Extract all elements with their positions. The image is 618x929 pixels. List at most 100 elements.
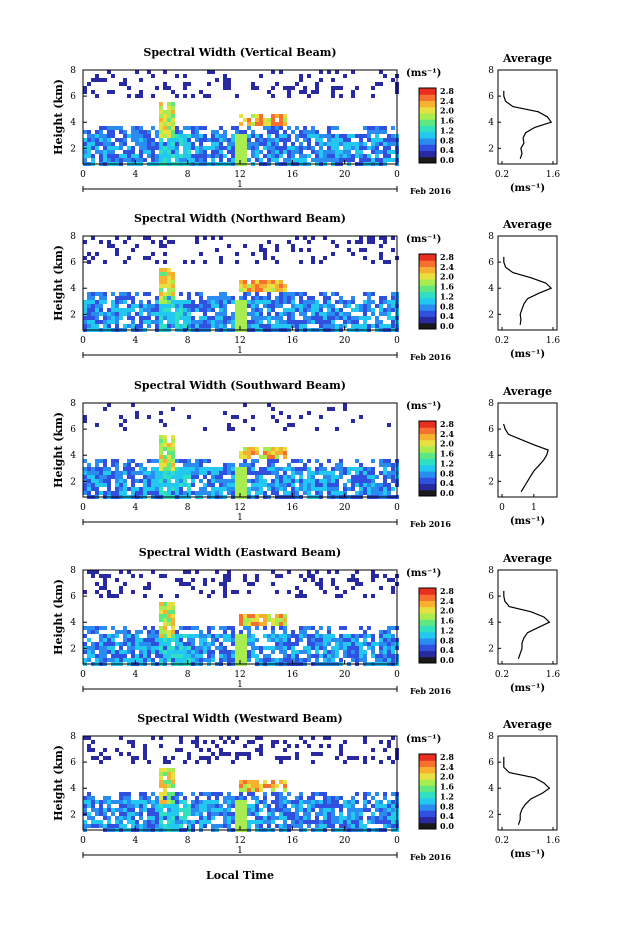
heatmap-cell [307,248,311,252]
heatmap-cell [167,280,171,284]
heatmap-cell [351,90,355,94]
heatmap-cell [255,578,259,582]
heatmap-cell [143,824,147,828]
heatmap-cell [283,740,287,744]
heatmap-cell [259,122,263,126]
heatmap-cell [371,126,375,130]
heatmap-cell [115,248,119,252]
heatmap-cell [87,800,91,804]
heatmap-cell [387,744,391,748]
heatmap-cell [87,491,91,495]
heatmap-cell [227,320,231,324]
heatmap-cell [107,808,111,812]
heatmap-cell [191,578,195,582]
heatmap-cell [199,646,203,650]
heatmap-cell [363,594,367,598]
heatmap-cell [187,142,191,146]
heatmap-cell [315,804,319,808]
heatmap-cell [319,146,323,150]
heatmap-cell [291,158,295,162]
heatmap-cell [287,638,291,642]
heatmap-cell [247,324,251,328]
heatmap-cell [255,447,259,451]
heatmap-cell [359,642,363,646]
heatmap-cell [351,252,355,256]
heatmap-cell [275,142,279,146]
heatmap-cell [167,602,171,606]
heatmap-cell [119,642,123,646]
heatmap-cell [355,459,359,463]
heatmap-cell [119,296,123,300]
heatmap-cell [279,300,283,304]
heatmap-cell [91,483,95,487]
heatmap-cell [291,308,295,312]
heatmap-cell [355,792,359,796]
heatmap-cell [167,276,171,280]
heatmap-cell [235,94,239,98]
heatmap-cell [207,654,211,658]
heatmap-cell [187,646,191,650]
heatmap-cell [95,74,99,78]
heatmap-cell [171,618,175,622]
heatmap-cell [355,658,359,662]
heatmap-cell [283,447,287,451]
heatmap-cell [347,650,351,654]
heatmap-cell [347,808,351,812]
heatmap-cell [255,574,259,578]
heatmap-cell [247,824,251,828]
heatmap-cell [251,483,255,487]
heatmap-cell [367,646,371,650]
heatmap-cell [131,304,135,308]
heatmap-cell [323,487,327,491]
heatmap-cell [243,800,247,804]
heatmap-cell [263,622,267,626]
heatmap-cell [279,634,283,638]
heatmap-cell [147,324,151,328]
heatmap-cell [207,320,211,324]
heatmap-cell [203,260,207,264]
heatmap-cell [163,638,167,642]
heatmap-cell [335,126,339,130]
heatmap-cell [319,792,323,796]
heatmap-cell [323,483,327,487]
heatmap-cell [251,324,255,328]
heatmap-cell [199,479,203,483]
heatmap-cell [323,800,327,804]
heatmap-cell [307,744,311,748]
heatmap-cell [235,300,239,304]
heatmap-cell [239,154,243,158]
heatmap-cell [171,800,175,804]
heatmap-cell [347,138,351,142]
heatmap-cell [199,792,203,796]
heatmap-cell [147,642,151,646]
heatmap-cell [315,479,319,483]
heatmap-cell [171,451,175,455]
heatmap-cell [167,312,171,316]
heatmap-cell [99,812,103,816]
heatmap-cell [179,479,183,483]
heatmap-cell [283,122,287,126]
heatmap-cell [351,816,355,820]
x-tick-label: 12 [234,670,245,680]
heatmap-cell [191,479,195,483]
heatmap-cell [191,792,195,796]
heatmap-cell [251,622,255,626]
heatmap-cell [175,646,179,650]
heatmap-cell [195,304,199,308]
heatmap-cell [115,320,119,324]
heatmap-cell [307,130,311,134]
heatmap-cell [311,800,315,804]
heatmap-cell [295,634,299,638]
heatmap-cell [119,808,123,812]
heatmap-cell [379,320,383,324]
heatmap-cell [243,780,247,784]
heatmap-cell [267,324,271,328]
heatmap-cell [331,158,335,162]
heatmap-cell [143,475,147,479]
heatmap-cell [99,308,103,312]
heatmap-cell [291,812,295,816]
heatmap-cell [339,804,343,808]
heatmap-cell [119,126,123,130]
heatmap-cell [331,800,335,804]
heatmap-cell [99,296,103,300]
